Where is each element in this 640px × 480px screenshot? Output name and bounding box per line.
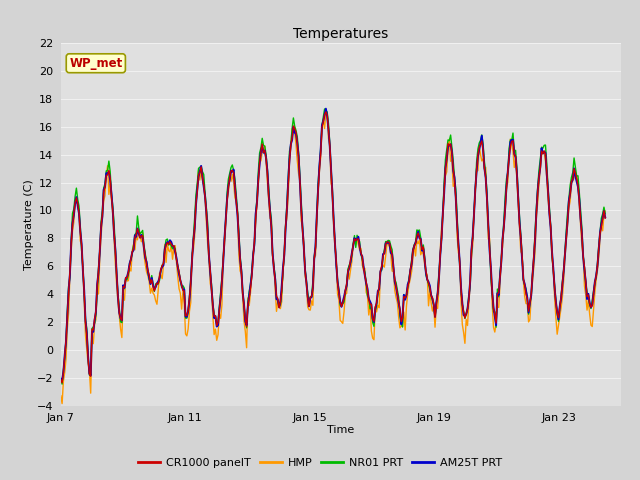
- Legend: CR1000 panelT, HMP, NR01 PRT, AM25T PRT: CR1000 panelT, HMP, NR01 PRT, AM25T PRT: [134, 453, 506, 472]
- X-axis label: Time: Time: [327, 425, 355, 434]
- Y-axis label: Temperature (C): Temperature (C): [24, 179, 34, 270]
- Title: Temperatures: Temperatures: [293, 27, 388, 41]
- Text: WP_met: WP_met: [69, 57, 122, 70]
